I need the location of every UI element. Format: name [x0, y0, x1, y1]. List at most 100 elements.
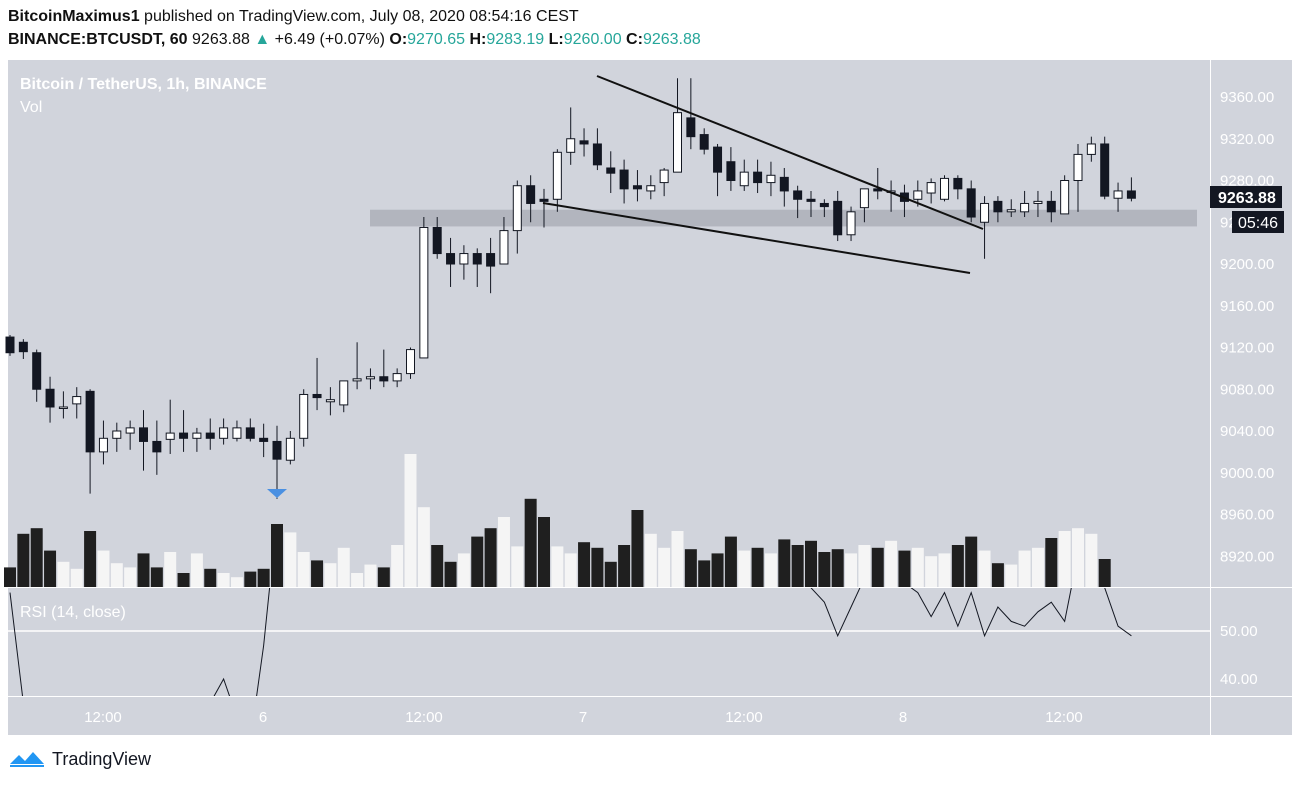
- candle-body[interactable]: [85, 390, 95, 453]
- volume-bar: [524, 498, 537, 587]
- candle-body[interactable]: [980, 202, 990, 223]
- candle-body[interactable]: [606, 167, 616, 174]
- candle-body[interactable]: [112, 430, 122, 439]
- candle-body[interactable]: [179, 432, 189, 439]
- candle-body[interactable]: [125, 427, 135, 434]
- candle-body[interactable]: [1033, 200, 1043, 204]
- volume-bar: [591, 547, 604, 587]
- close-value: 9263.88: [642, 31, 701, 48]
- candle-body[interactable]: [205, 432, 215, 439]
- support-zone[interactable]: [370, 209, 1197, 227]
- candle-body[interactable]: [406, 349, 415, 375]
- candle-body[interactable]: [152, 440, 162, 453]
- candle-body[interactable]: [726, 161, 736, 181]
- price-axis-bg[interactable]: [1210, 60, 1292, 696]
- candle-body[interactable]: [566, 138, 576, 153]
- rsi-pane-bg: [8, 588, 1210, 696]
- volume-bar: [724, 536, 737, 587]
- tradingview-footer[interactable]: TradingView: [8, 748, 151, 770]
- candle-body[interactable]: [432, 226, 442, 255]
- lower-trendline[interactable]: [542, 202, 971, 274]
- volume-bar: [1085, 533, 1098, 587]
- candle-body[interactable]: [859, 188, 869, 209]
- candle-body[interactable]: [552, 151, 562, 200]
- candle-body[interactable]: [926, 182, 936, 194]
- candle-body[interactable]: [539, 198, 549, 202]
- candle-body[interactable]: [1086, 143, 1096, 155]
- candle-body[interactable]: [299, 393, 309, 439]
- candle-body[interactable]: [739, 171, 749, 187]
- candle-body[interactable]: [272, 440, 282, 460]
- candle-body[interactable]: [1020, 202, 1030, 213]
- candle-body[interactable]: [5, 336, 15, 354]
- candle-body[interactable]: [940, 177, 949, 200]
- candle-body[interactable]: [993, 200, 1003, 213]
- candle-body[interactable]: [379, 376, 389, 382]
- candle-body[interactable]: [45, 388, 55, 408]
- candle-body[interactable]: [192, 432, 202, 439]
- author-name[interactable]: BitcoinMaximus1: [8, 8, 140, 25]
- candle-body[interactable]: [419, 226, 429, 359]
- candle-body[interactable]: [673, 112, 682, 173]
- candle-body[interactable]: [259, 437, 269, 442]
- candle-body[interactable]: [139, 427, 148, 442]
- candle-body[interactable]: [18, 341, 28, 353]
- candle-body[interactable]: [806, 198, 816, 202]
- candle-body[interactable]: [245, 427, 255, 439]
- candle-body[interactable]: [686, 117, 696, 138]
- candle-body[interactable]: [512, 185, 522, 232]
- candle-body[interactable]: [953, 177, 963, 190]
- upper-trendline[interactable]: [596, 75, 984, 230]
- candle-body[interactable]: [232, 427, 242, 439]
- candle-body[interactable]: [486, 253, 496, 267]
- candle-body[interactable]: [913, 190, 923, 200]
- candle-body[interactable]: [499, 230, 509, 265]
- candle-body[interactable]: [779, 176, 789, 192]
- candle-body[interactable]: [459, 253, 469, 265]
- candle-body[interactable]: [325, 399, 335, 403]
- candle-body[interactable]: [766, 174, 776, 184]
- candle-body[interactable]: [312, 393, 322, 399]
- candle-body[interactable]: [966, 188, 976, 218]
- candle-body[interactable]: [713, 146, 723, 173]
- candle-body[interactable]: [793, 190, 803, 200]
- candle-body[interactable]: [1006, 209, 1016, 213]
- candle-body[interactable]: [579, 140, 589, 145]
- candle-body[interactable]: [165, 432, 175, 440]
- candle-body[interactable]: [392, 373, 402, 382]
- candle-body[interactable]: [32, 352, 42, 390]
- candle-body[interactable]: [352, 378, 362, 382]
- candle-body[interactable]: [1113, 190, 1123, 199]
- candle-body[interactable]: [365, 376, 375, 380]
- candle-body[interactable]: [846, 211, 856, 236]
- candle-body[interactable]: [819, 202, 829, 208]
- candle-body[interactable]: [1073, 153, 1083, 181]
- candle-body[interactable]: [592, 143, 602, 166]
- candle-body[interactable]: [646, 185, 656, 192]
- time-axis-bg[interactable]: [8, 697, 1292, 735]
- candle-body[interactable]: [526, 185, 536, 204]
- volume-bar: [444, 561, 457, 587]
- low-value: 9260.00: [563, 31, 622, 48]
- candle-body[interactable]: [219, 427, 229, 439]
- candle-body[interactable]: [1100, 143, 1110, 197]
- candle-body[interactable]: [58, 406, 68, 409]
- candle-body[interactable]: [339, 380, 349, 406]
- candle-body[interactable]: [72, 396, 82, 405]
- candle-body[interactable]: [699, 134, 709, 150]
- candle-body[interactable]: [833, 200, 843, 236]
- candle-body[interactable]: [1046, 200, 1056, 213]
- candle-body[interactable]: [1060, 180, 1070, 215]
- volume-bar: [1031, 547, 1044, 587]
- candle-body[interactable]: [619, 169, 629, 190]
- candle-body[interactable]: [446, 253, 456, 265]
- candle-body[interactable]: [753, 171, 763, 184]
- candle-body[interactable]: [659, 169, 669, 184]
- time-tick-label: 7: [579, 709, 587, 726]
- candle-body[interactable]: [98, 437, 108, 453]
- candle-body[interactable]: [285, 437, 295, 461]
- candle-body[interactable]: [1126, 190, 1136, 199]
- candle-body[interactable]: [632, 185, 642, 190]
- candle-body[interactable]: [472, 253, 482, 265]
